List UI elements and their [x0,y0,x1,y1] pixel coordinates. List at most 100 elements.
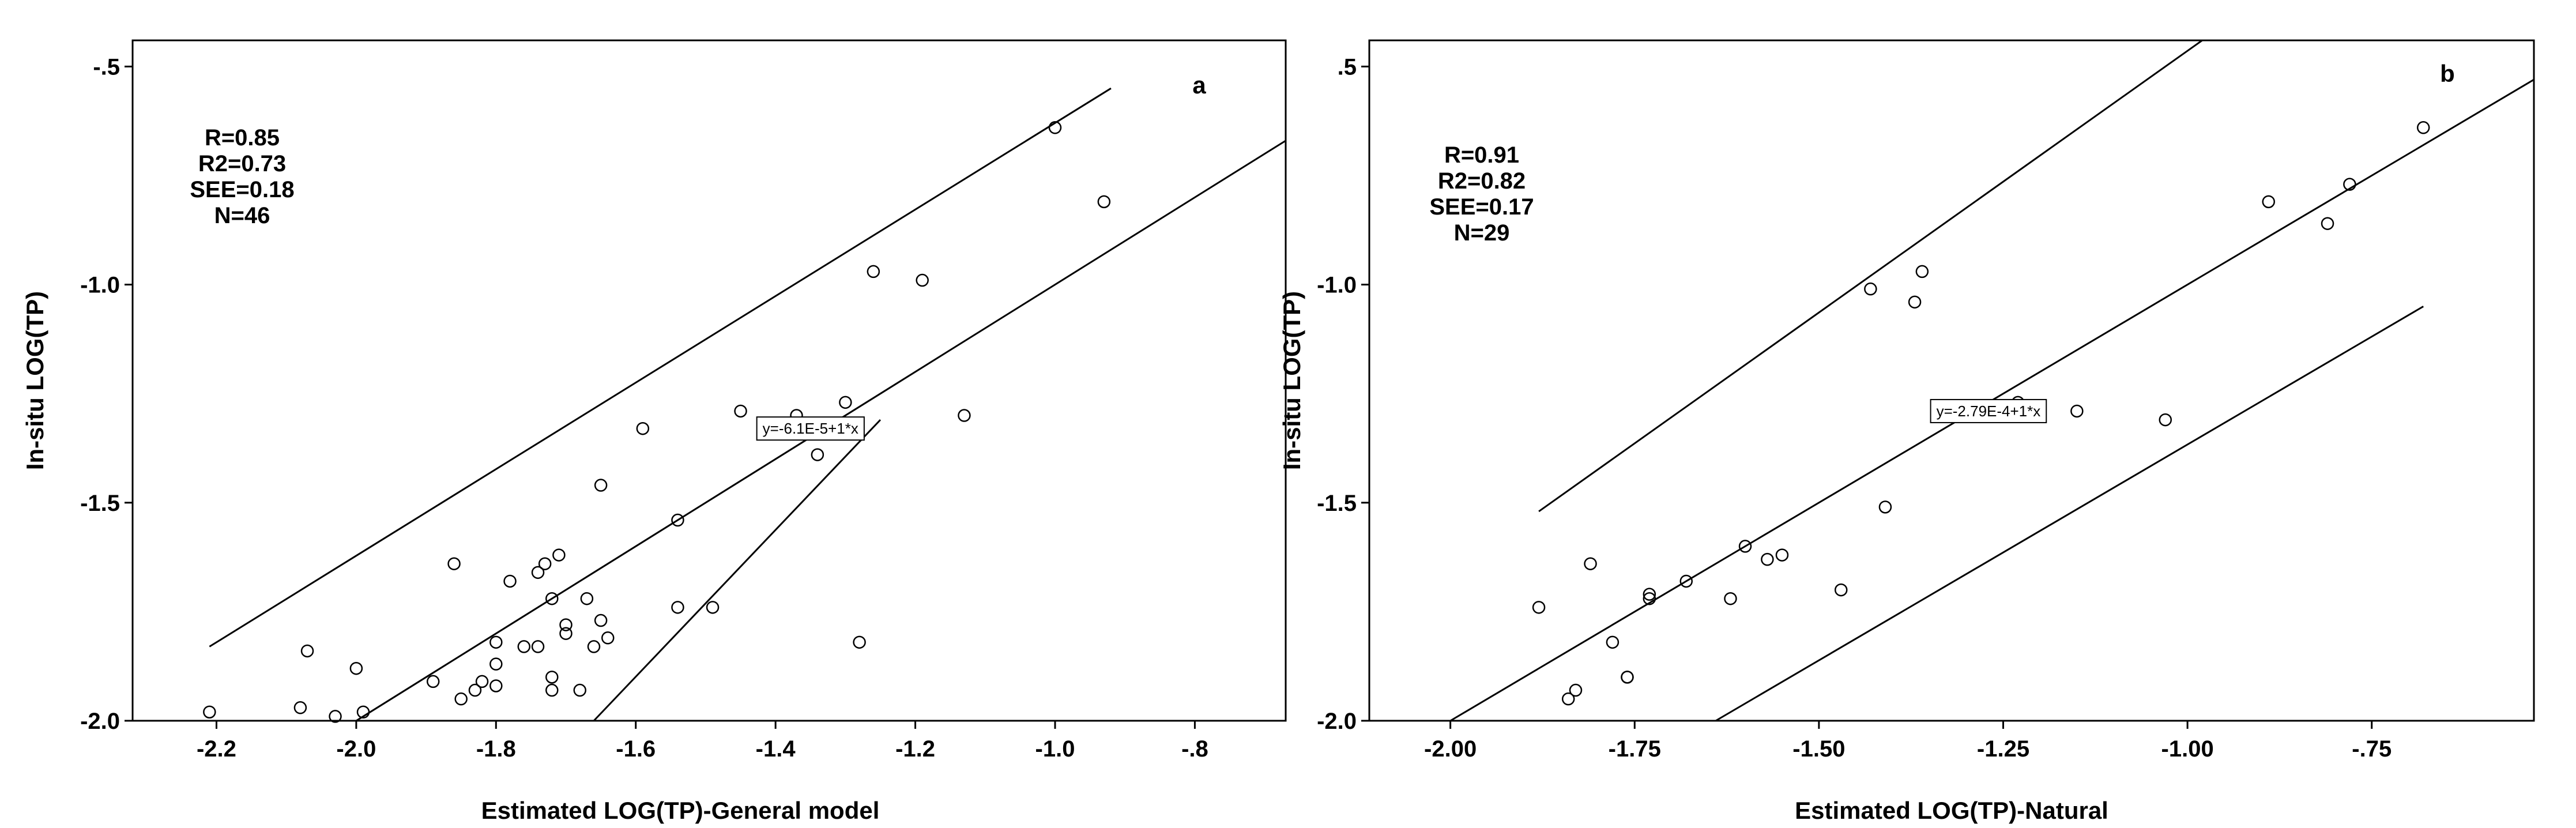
panel-a-data-point [293,701,307,714]
panel-a-y-axis-label: In-situ LOG(TP) [21,291,48,470]
panel-a-data-point [545,683,559,697]
panel-b-data-point [1679,574,1693,588]
panel-b-x-axis-label: Estimated LOG(TP)-Natural [1795,797,2108,824]
panel-a-equation-box: y=-6.1E-5+1*x [756,416,865,441]
panel-b-data-point [1584,557,1597,570]
panel-a-data-point [580,592,594,605]
panel-b-x-tick-label: -1.50 [1792,736,1845,762]
panel-a-data-point [594,479,608,492]
panel-a-data-point [601,631,615,645]
panel-b-data-point [1643,592,1656,605]
panel-a-plot-area [131,39,1287,722]
panel-b-data-point [1532,601,1546,614]
panel-b-data-point [1864,282,1877,296]
panel-b-data-point [2070,404,2084,418]
panel-a-data-point [594,614,608,627]
panel-b-data-point [1761,552,1774,566]
panel-a-data-point [545,671,559,684]
panel-b-y-tick-label: -1.5 [1317,491,1357,516]
panel-a-data-point [538,557,552,570]
panel-a-stat-r: R=0.85 [205,125,280,150]
panel-a-data-point [559,627,573,640]
panel-a-stat-n: N=46 [214,203,270,228]
panel-b-upper-line [1538,39,2203,513]
panel-a-data-point [671,513,684,527]
panel-b-stats: R=0.91 R2=0.82 SEE=0.17 N=29 [1429,142,1534,246]
panel-a-y-tick-label: -.5 [93,54,120,80]
panel-a-upper-line [209,87,1112,648]
panel-a-data-point [531,566,545,579]
panel-b-data-point [2262,195,2275,209]
panel-a: -2.2 -2.0 -1.8 -1.6 -1.4 -1.2 -1.0 -.8 -2.0 -1.5 -… [21,39,1287,824]
panel-a-data-point [447,557,461,570]
panel-a-y-tick-label: -2.0 [80,709,120,734]
panel-a-y-tick-label: -1.5 [80,491,120,516]
panel-a-stat-see: SEE=0.18 [190,177,294,202]
panel-a-x-tick-label: -1.6 [616,736,656,762]
panel-b-data-point [1643,588,1656,601]
panel-a-data-point [853,635,866,649]
panel-a-y-tick-label: -1.0 [80,273,120,298]
panel-b-stat-r2: R2=0.82 [1438,168,1526,194]
panel-a-lower-line [593,419,882,722]
panel-a-data-point [531,640,545,653]
panel-a-data-point [468,683,482,697]
panel-b-data-point [1621,671,1634,684]
panel-b-y-tick-label: -2.0 [1317,709,1357,734]
panel-b-y-axis-label: In-situ LOG(TP) [1278,291,1305,470]
panel-a-data-point [489,635,503,649]
panel-a-data-point [203,705,216,719]
panel-b-lower-line [1715,306,2424,722]
panel-a-data-point [356,705,370,719]
panel-b-data-point [1775,548,1789,562]
panel-b-data-point [1724,592,1737,605]
panel-a-data-point [545,592,559,605]
panel-a-data-point [671,601,684,614]
panel-b-x-tick-label: -.75 [2352,736,2392,762]
panel-b-x-tick-label: -1.25 [1977,736,2029,762]
panel-b-data-point [1834,583,1848,597]
panel-a-data-point [454,692,468,706]
panel-a-data-point [475,675,489,688]
panel-a-data-point [839,396,852,409]
panel-a-x-tick-label: -1.2 [895,736,935,762]
panel-a-data-point [636,421,650,435]
panel-a-stat-r2: R2=0.73 [198,151,286,176]
panel-a-data-point [426,675,440,688]
panel-b-data-point [1561,692,1575,706]
panel-b-data-point [2343,178,2356,191]
panel-a-data-point [489,657,503,671]
panel-b-data-point [1878,500,1892,514]
panel-a-data-point [573,683,587,697]
panel-b-data-point [1915,265,1929,278]
panel-a-data-point [559,618,573,631]
panel-a-data-point [329,710,342,723]
panel-a-x-tick-label: -.8 [1181,736,1208,762]
panel-b-plot-area [1368,39,2535,722]
panel-a-x-tick-label: -1.0 [1035,736,1075,762]
panel-a-data-point [1048,121,1062,134]
panel-b-equation: y=-2.79E-4+1*x [1937,402,2041,420]
panel-a-x-tick-label: -1.8 [476,736,516,762]
panel-b: -2.00 -1.75 -1.50 -1.25 -1.00 -.75 -2.0 -1.5 -1.… [1278,39,2535,824]
panel-b-y-tick-label: .5 [1338,54,1357,80]
panel-a-data-point [1097,195,1111,209]
panel-b-data-point [2159,413,2172,427]
panel-b-data-point [1569,683,1583,697]
panel-a-data-point [489,679,503,692]
panel-b-stat-n: N=29 [1454,220,1510,246]
panel-a-data-point [587,640,601,653]
panel-a-x-tick-label: -1.4 [756,736,796,762]
panel-b-data-point [1738,540,1752,553]
panel-a-stats: R=0.85 R2=0.73 SEE=0.18 N=46 [190,125,294,228]
panel-b-data-point [1908,295,1922,309]
panel-b-ticks: -2.00 -1.75 -1.50 -1.25 -1.00 -.75 -2.0 -1.5 -1.… [1317,54,2392,762]
panel-a-data-point [706,601,720,614]
panel-b-x-tick-label: -2.00 [1424,736,1477,762]
panel-b-data-point [2321,217,2334,230]
panel-b-stat-see: SEE=0.17 [1429,194,1534,220]
panel-a-x-tick-label: -2.0 [336,736,376,762]
panel-a-data-point [503,574,517,588]
panel-a-data-point [300,644,314,658]
